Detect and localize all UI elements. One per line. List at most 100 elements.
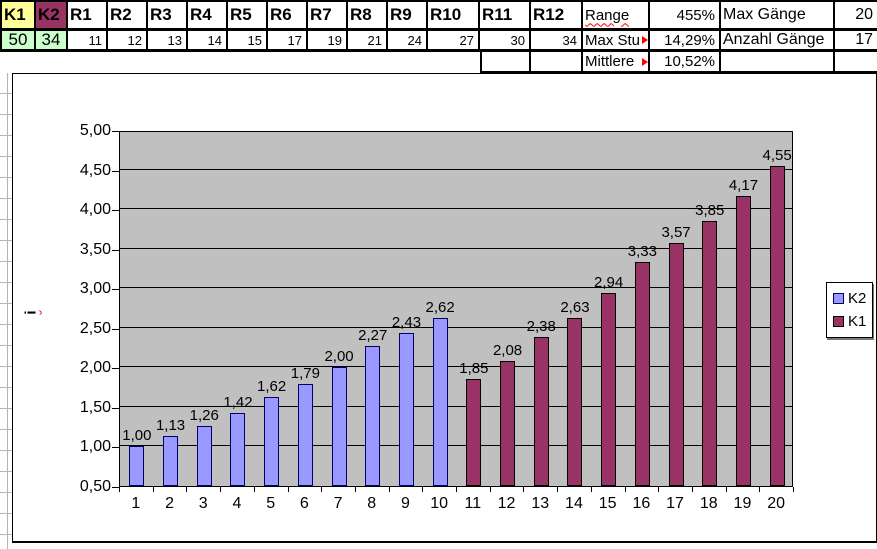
legend-item[interactable]: K1 <box>833 313 866 330</box>
stat-value-cell[interactable]: 14,29% <box>650 31 721 52</box>
gear-value-cell[interactable]: 17 <box>268 31 308 52</box>
chart-bar[interactable] <box>533 337 549 486</box>
bar-value-label: 1,26 <box>189 406 219 424</box>
empty-bordered-cell[interactable] <box>531 52 583 73</box>
legend-item[interactable]: K2 <box>833 290 866 307</box>
chart-bar[interactable] <box>634 262 650 486</box>
k1-header-cell[interactable]: K1 <box>0 0 36 31</box>
gear-value-cell[interactable]: 15 <box>228 31 268 52</box>
stat-value2-cell[interactable]: 17 <box>835 31 877 52</box>
chart-bar[interactable] <box>601 292 617 486</box>
gear-value-cell[interactable]: 12 <box>108 31 148 52</box>
y-axis-tick <box>112 170 119 172</box>
chart-bar[interactable] <box>129 446 145 486</box>
bar-value-label: 2,38 <box>526 318 556 336</box>
gear-header-cell[interactable]: R7 <box>308 0 348 31</box>
chart-bar[interactable] <box>769 165 785 486</box>
y-axis-tick-label: 4,50 <box>79 161 111 179</box>
y-axis-tick <box>112 447 119 449</box>
gear-header-cell[interactable]: R11 <box>480 0 531 31</box>
gear-ratio-chart[interactable]: 1,00 1,13 1,26 1,42 1,62 1,79 2,00 2,27 2,43 2,62… <box>12 73 877 543</box>
bar-value-label: 1,00 <box>122 427 152 445</box>
gear-value-cell[interactable]: 27 <box>428 31 480 52</box>
chart-bar[interactable] <box>432 318 448 486</box>
gear-header-cell[interactable]: R3 <box>148 0 188 31</box>
x-axis-tick <box>759 487 761 492</box>
gear-value-cell[interactable]: 30 <box>480 31 531 52</box>
gear-header-cell[interactable]: R8 <box>348 0 388 31</box>
k1-value-cell[interactable]: 50 <box>0 31 36 52</box>
stat-label2-cell[interactable]: Max Gänge <box>721 0 835 31</box>
gear-value-cell[interactable]: 24 <box>388 31 428 52</box>
legend-label: K1 <box>848 313 867 330</box>
gear-value-cell[interactable]: 13 <box>148 31 188 52</box>
gear-header-cell[interactable]: R6 <box>268 0 308 31</box>
gridline <box>120 326 792 328</box>
x-axis-label: 16 <box>632 495 651 512</box>
chart-bar[interactable] <box>365 345 381 486</box>
gear-header-cell[interactable]: R5 <box>228 0 268 31</box>
stat-value-cell[interactable]: 10,52% <box>650 52 721 73</box>
y-axis-tick <box>112 328 119 330</box>
x-axis-label: 18 <box>699 495 718 512</box>
chart-bar[interactable] <box>196 425 212 486</box>
table-header-row: K1 K2 R1 R2 R3 R4 R5 R6 R7 R8 R9 R10 R11 R12 Range 455%… <box>0 0 877 31</box>
truncation-indicator-icon <box>642 57 648 66</box>
gear-header-cell[interactable]: R4 <box>188 0 228 31</box>
chart-legend[interactable]: K2 K1 <box>826 282 874 338</box>
chart-bar[interactable] <box>163 436 179 486</box>
stat-value2-cell[interactable]: 20 <box>835 0 877 31</box>
k2-value-cell[interactable]: 34 <box>36 31 68 52</box>
gear-header-cell[interactable]: R1 <box>68 0 108 31</box>
chart-bar[interactable] <box>297 383 313 486</box>
x-axis-tick <box>220 487 222 492</box>
x-axis-tick <box>186 487 188 492</box>
chart-bar[interactable] <box>668 243 684 486</box>
gear-value-cell[interactable]: 21 <box>348 31 388 52</box>
stat-label-cell[interactable]: Range <box>583 0 650 31</box>
y-axis-tick <box>112 368 119 370</box>
chart-bar[interactable] <box>398 333 414 486</box>
gear-value-cell[interactable]: 14 <box>188 31 228 52</box>
chart-bar[interactable] <box>500 361 516 486</box>
chart-bar[interactable] <box>466 379 482 486</box>
gridline <box>120 366 792 368</box>
stat-label2-cell[interactable] <box>721 52 835 73</box>
x-axis-tick <box>354 487 356 492</box>
x-axis-tick <box>691 487 693 492</box>
gear-header-cell[interactable]: R12 <box>531 0 583 31</box>
gear-value-cell[interactable]: 34 <box>531 31 583 52</box>
plot-area: 1,00 1,13 1,26 1,42 1,62 1,79 2,00 2,27 2,43 2,62… <box>119 131 793 487</box>
y-axis-tick-label: 2,50 <box>79 319 111 337</box>
gridline <box>120 168 792 170</box>
stat-value-cell[interactable]: 455% <box>650 0 721 31</box>
chart-bar[interactable] <box>735 195 751 486</box>
gear-header-cell[interactable]: R9 <box>388 0 428 31</box>
gear-value-cell[interactable]: 19 <box>308 31 348 52</box>
empty-bordered-cell[interactable] <box>480 52 531 73</box>
chart-bar[interactable] <box>331 367 347 486</box>
gear-value-cell[interactable]: 11 <box>68 31 108 52</box>
gear-header-cell[interactable]: R2 <box>108 0 148 31</box>
k2-header-cell[interactable]: K2 <box>36 0 68 31</box>
stat-label-cell[interactable]: Mittlere <box>583 52 650 73</box>
chart-bar[interactable] <box>567 317 583 486</box>
x-axis-label: 15 <box>598 495 617 512</box>
chart-bar[interactable] <box>702 220 718 486</box>
legend-swatch <box>833 316 844 327</box>
bar-value-label: 2,63 <box>560 298 590 316</box>
stat-label2-cell[interactable]: Anzahl Gänge <box>721 31 835 52</box>
x-axis-tick <box>557 487 559 492</box>
chart-bar[interactable] <box>264 397 280 486</box>
stat-label-cell[interactable]: Max Stu <box>583 31 650 52</box>
x-axis-label: 8 <box>367 495 377 512</box>
stat-value2-cell[interactable] <box>835 52 877 73</box>
chart-bar[interactable] <box>230 413 246 486</box>
x-axis-tick <box>119 487 120 492</box>
x-axis-tick <box>523 487 525 492</box>
bar-value-label: 1,42 <box>223 394 253 412</box>
x-axis-label: 2 <box>165 495 174 512</box>
gear-header-cell[interactable]: R10 <box>428 0 480 31</box>
sheet-column-strip <box>0 73 12 549</box>
